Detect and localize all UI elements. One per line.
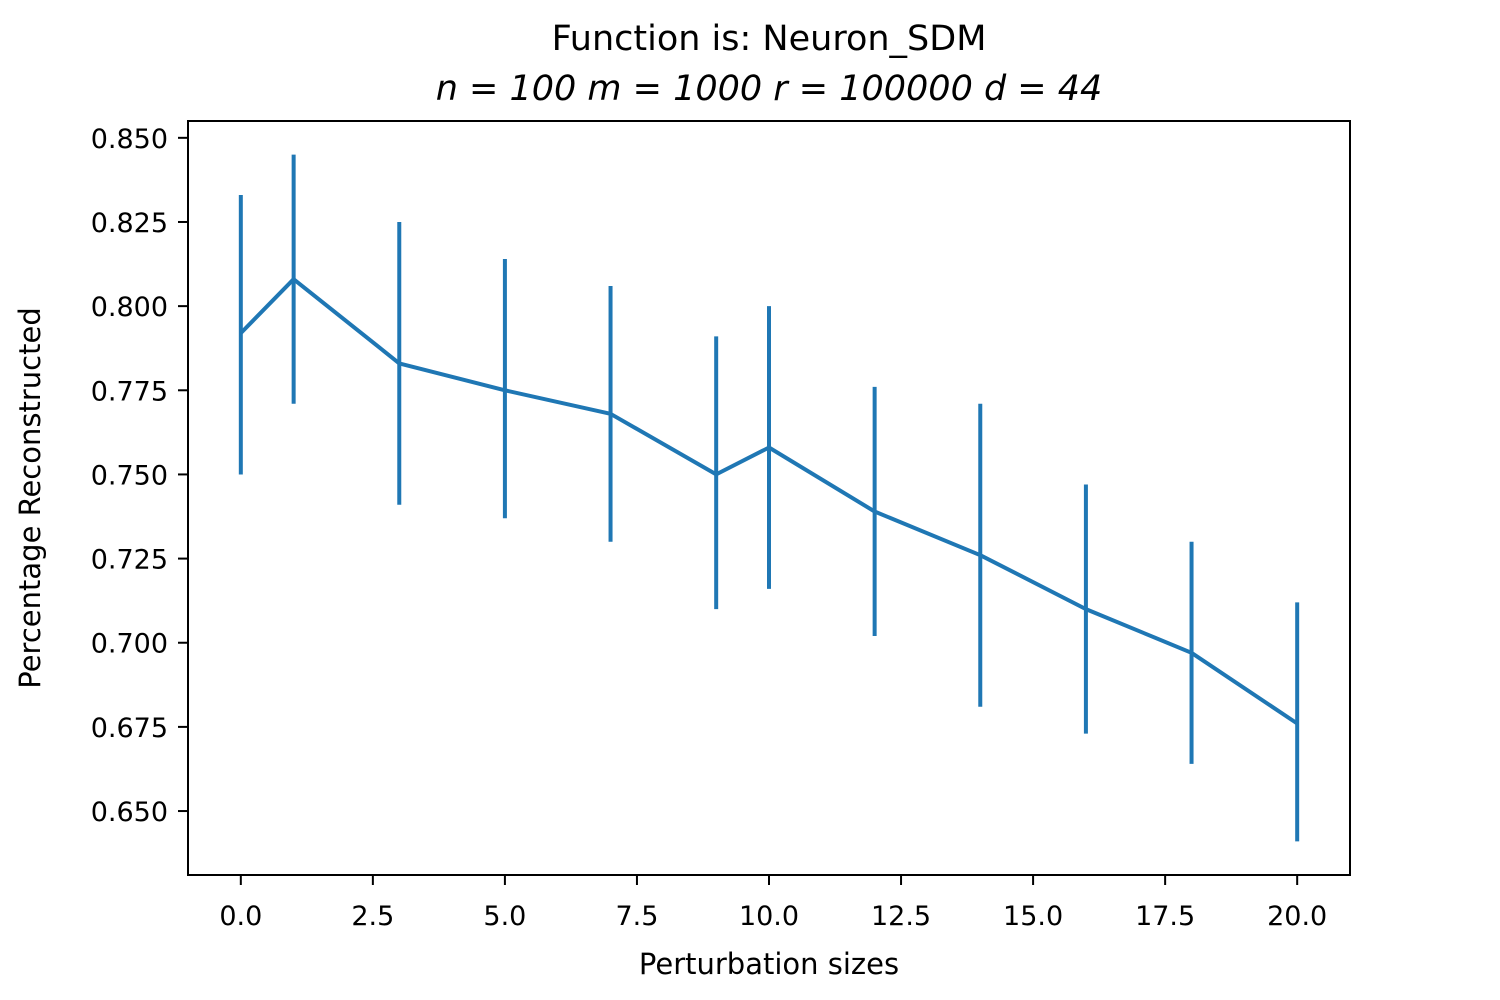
x-tick-label: 7.5	[615, 901, 658, 932]
x-tick-label: 12.5	[871, 901, 931, 932]
y-axis: 0.650 0.675 0.700 0.725 0.750 0.775 0.800 0.825…	[91, 124, 188, 828]
y-tick-label: 0.650	[91, 797, 168, 828]
chart-subtitle: n = 100 m = 1000 r = 100000 d = 44	[436, 69, 1103, 109]
x-tick-label: 17.5	[1135, 901, 1195, 932]
x-tick-label: 10.0	[739, 901, 799, 932]
y-tick-label: 0.850	[91, 124, 168, 155]
y-tick-label: 0.750	[91, 460, 168, 491]
x-axis-label: Perturbation sizes	[639, 947, 899, 981]
x-axis: 0.0 2.5 5.0 7.5 10.0 12.5 15.0 17.5 20.0	[219, 875, 1327, 932]
y-axis-label: Percentage Reconstructed	[13, 307, 47, 688]
plot-area	[238, 154, 1300, 842]
x-tick-label: 0.0	[219, 901, 262, 932]
y-tick-label: 0.675	[91, 713, 168, 744]
chart-title: Function is: Neuron_SDM	[552, 19, 987, 59]
y-tick-label: 0.775	[91, 376, 168, 407]
y-tick-label: 0.800	[91, 292, 168, 323]
x-tick-label: 5.0	[483, 901, 526, 932]
y-tick-label: 0.825	[91, 208, 168, 239]
y-tick-label: 0.700	[91, 629, 168, 660]
x-tick-label: 2.5	[351, 901, 394, 932]
y-tick-label: 0.725	[91, 545, 168, 576]
x-tick-label: 20.0	[1267, 901, 1327, 932]
x-tick-label: 15.0	[1003, 901, 1063, 932]
series-line	[239, 277, 1299, 726]
